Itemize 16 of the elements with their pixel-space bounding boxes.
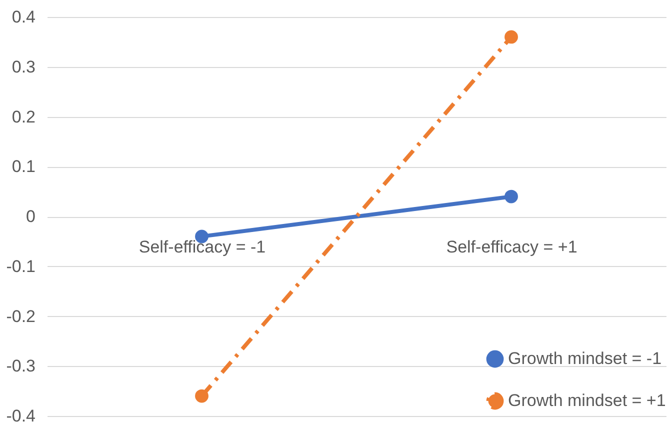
y-tick-label: 0 — [26, 207, 36, 226]
y-tick-label: 0.2 — [12, 107, 36, 126]
x-tick-label: Self-efficacy = -1 — [138, 238, 266, 256]
y-tick-label: -0.2 — [6, 306, 36, 326]
point — [504, 190, 518, 204]
legend-label: Growth mindset = -1 — [508, 349, 662, 368]
point — [504, 30, 518, 44]
point — [195, 389, 208, 403]
x-tick-label: Self-efficacy = +1 — [446, 238, 578, 256]
legend-label: Growth mindset = +1 — [508, 391, 666, 410]
y-tick-label: 0.4 — [12, 8, 36, 26]
y-tick-label: 0.1 — [12, 157, 36, 176]
y-tick-label: -0.3 — [6, 356, 36, 376]
y-tick-label: 0.3 — [12, 57, 36, 76]
y-tick-label: -0.4 — [6, 406, 36, 426]
y-tick-label: -0.1 — [6, 256, 36, 276]
